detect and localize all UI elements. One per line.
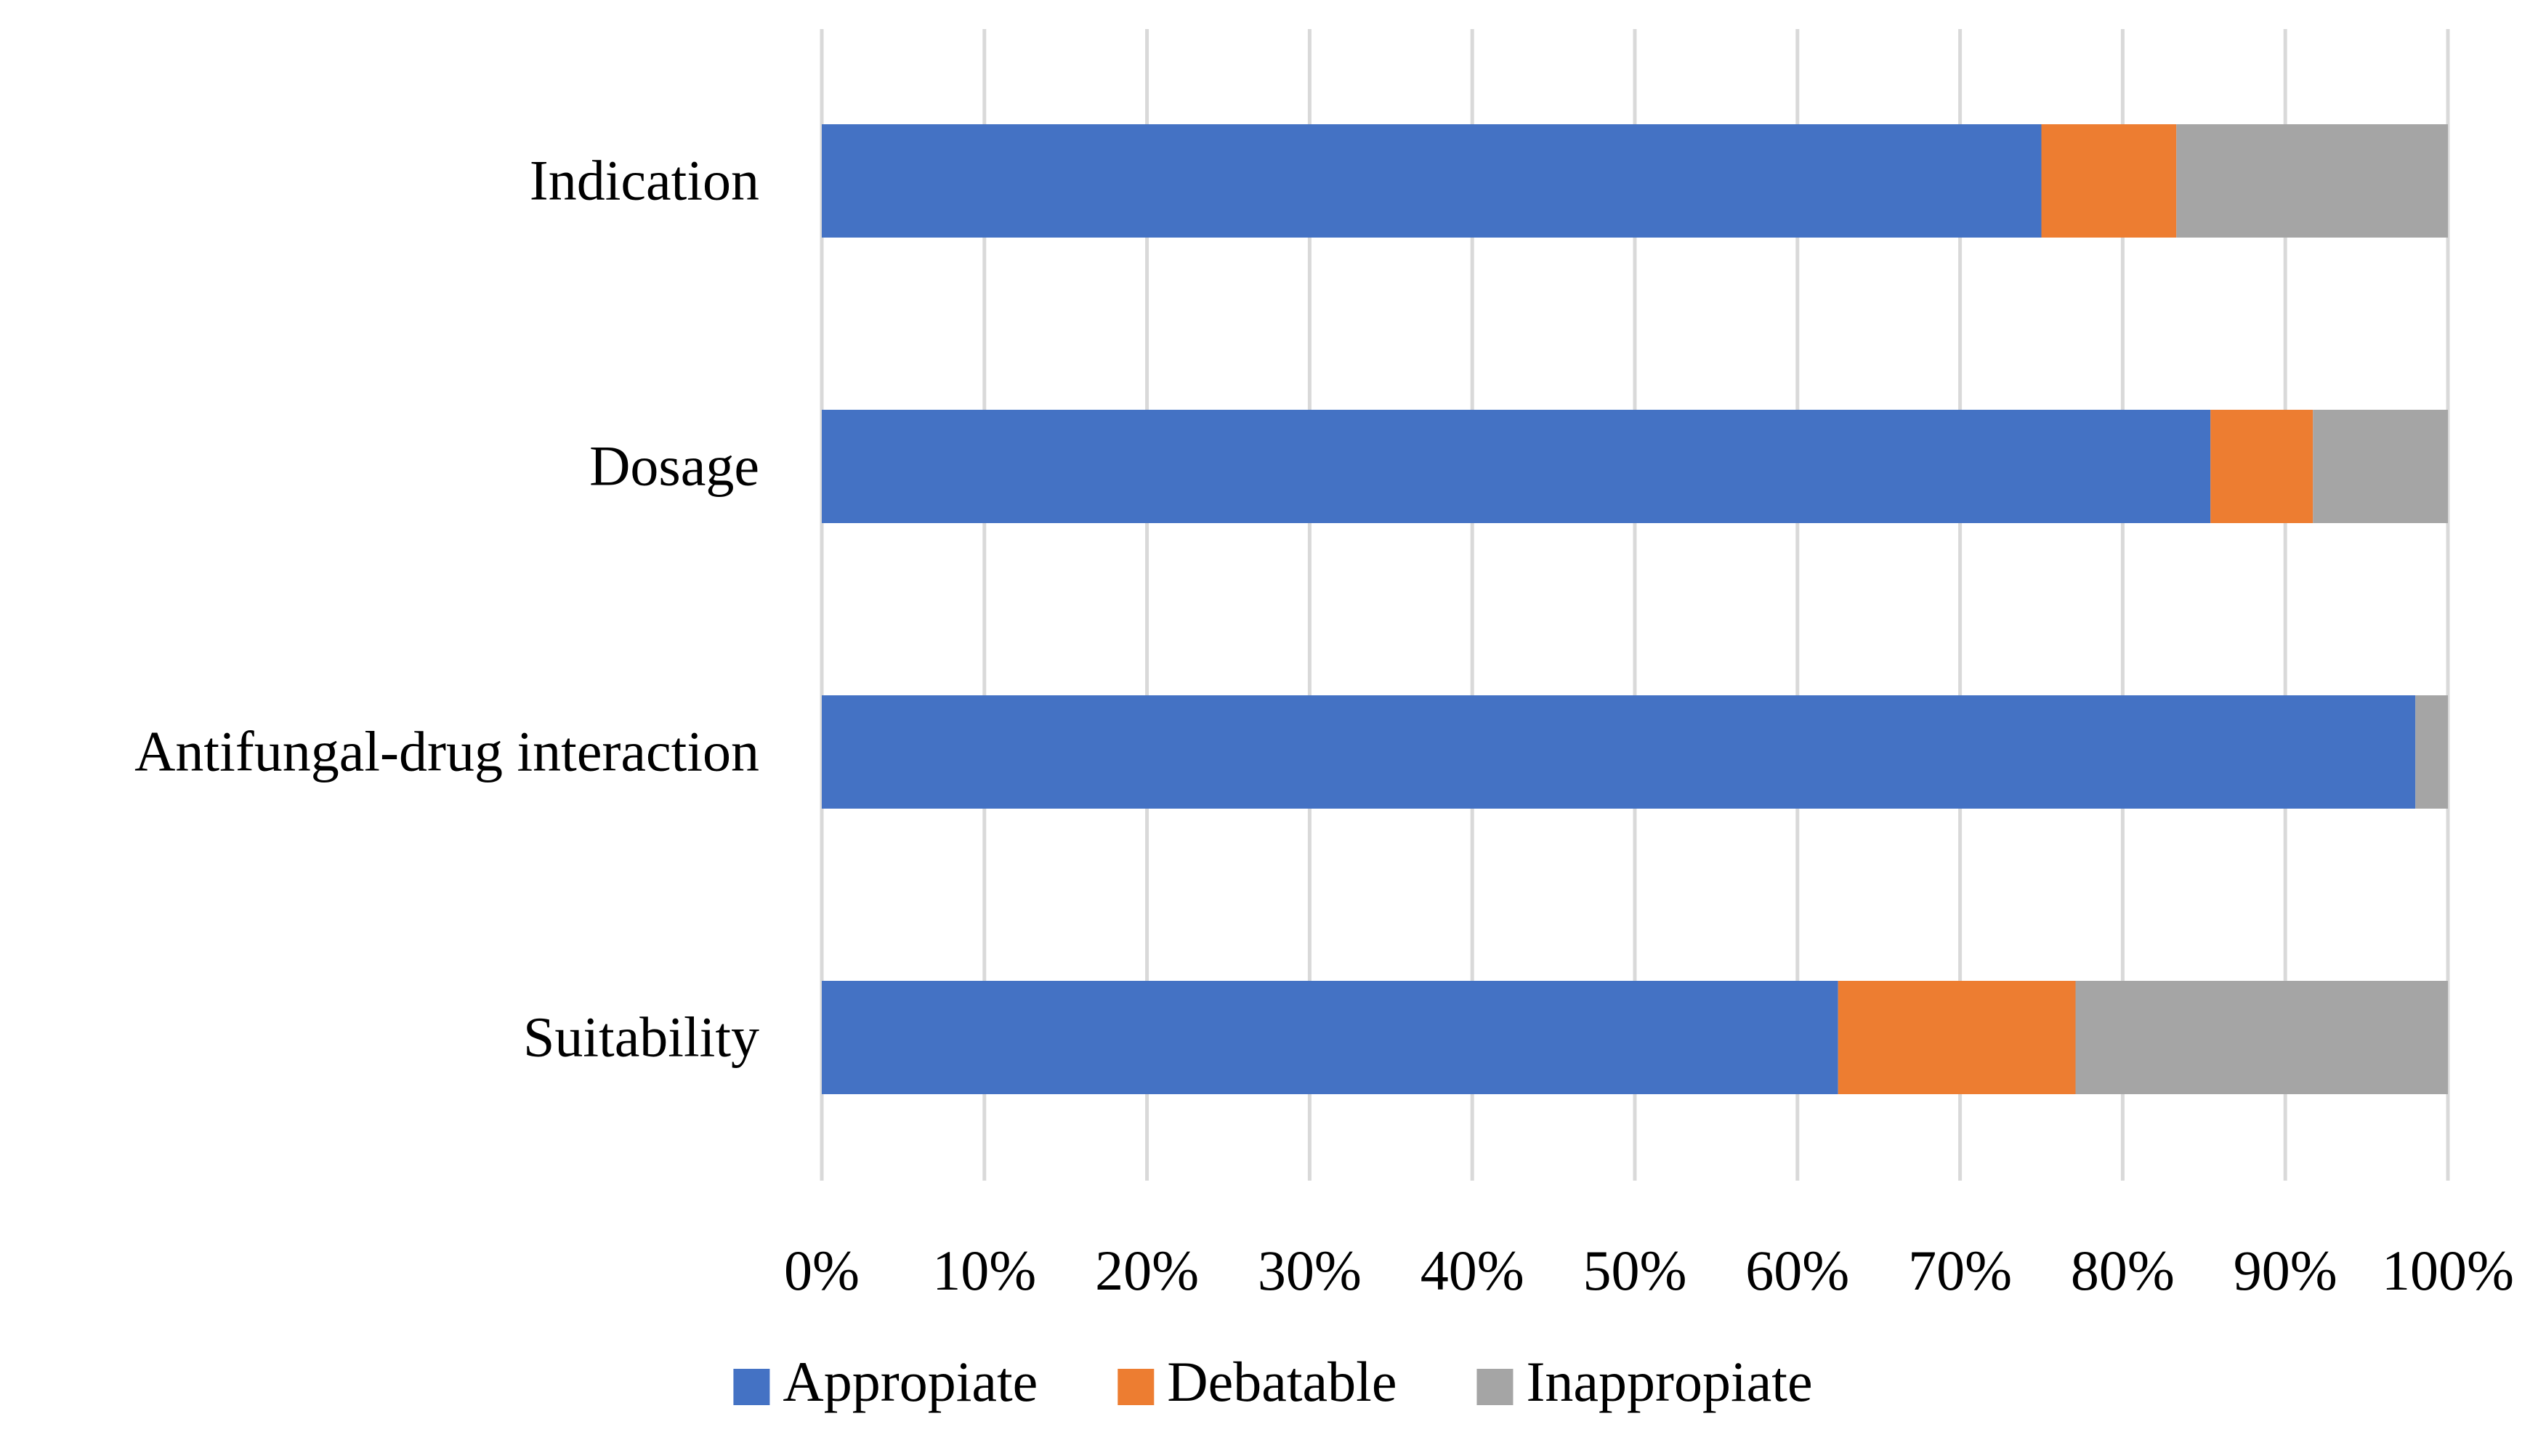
bar-segment: [2041, 124, 2177, 238]
x-tick-label: 0%: [784, 1239, 860, 1302]
x-tick-label: 70%: [1908, 1239, 2012, 1302]
bar-segment: [2313, 410, 2448, 523]
bar-segment: [822, 981, 1838, 1094]
category-label: Dosage: [589, 434, 759, 498]
x-tick-label: 50%: [1583, 1239, 1687, 1302]
category-label: Suitability: [523, 1006, 759, 1069]
bars: [822, 124, 2448, 1094]
x-tick-label: 60%: [1745, 1239, 1849, 1302]
legend-label: Inappropiate: [1526, 1350, 1812, 1413]
legend-swatch: [1118, 1369, 1155, 1405]
x-tick-label: 40%: [1420, 1239, 1524, 1302]
x-tick-label: 30%: [1258, 1239, 1362, 1302]
category-label: Indication: [530, 149, 759, 212]
bar-segment: [2176, 124, 2448, 238]
x-tick-label: 20%: [1095, 1239, 1199, 1302]
category-labels: Indication Dosage Antifungal-drug interact…: [134, 149, 759, 1069]
bar-segment: [1838, 981, 2076, 1094]
category-label: Antifungal-drug interaction: [134, 720, 759, 783]
x-tick-label: 80%: [2071, 1239, 2175, 1302]
bar-segment: [822, 695, 2416, 809]
legend-swatch: [733, 1369, 770, 1405]
bar-segment: [822, 124, 2042, 238]
legend-label: Appropiate: [783, 1350, 1038, 1413]
x-tick-label: 10%: [932, 1239, 1036, 1302]
bar-segment: [822, 410, 2211, 523]
legend-swatch: [1476, 1369, 1514, 1405]
x-tick-label: 90%: [2234, 1239, 2337, 1302]
x-tick-label: 100%: [2382, 1239, 2514, 1302]
bar-segment: [2210, 410, 2313, 523]
legend-label: Debatable: [1167, 1350, 1397, 1413]
bar-segment: [2075, 981, 2448, 1094]
legend: Appropiate Debatable Inappropiate: [733, 1350, 1813, 1413]
x-tick-labels: 0% 10% 20% 30% 40% 50% 60% 70% 80% 90% 100%: [784, 1239, 2514, 1302]
bar-segment: [2415, 695, 2448, 809]
